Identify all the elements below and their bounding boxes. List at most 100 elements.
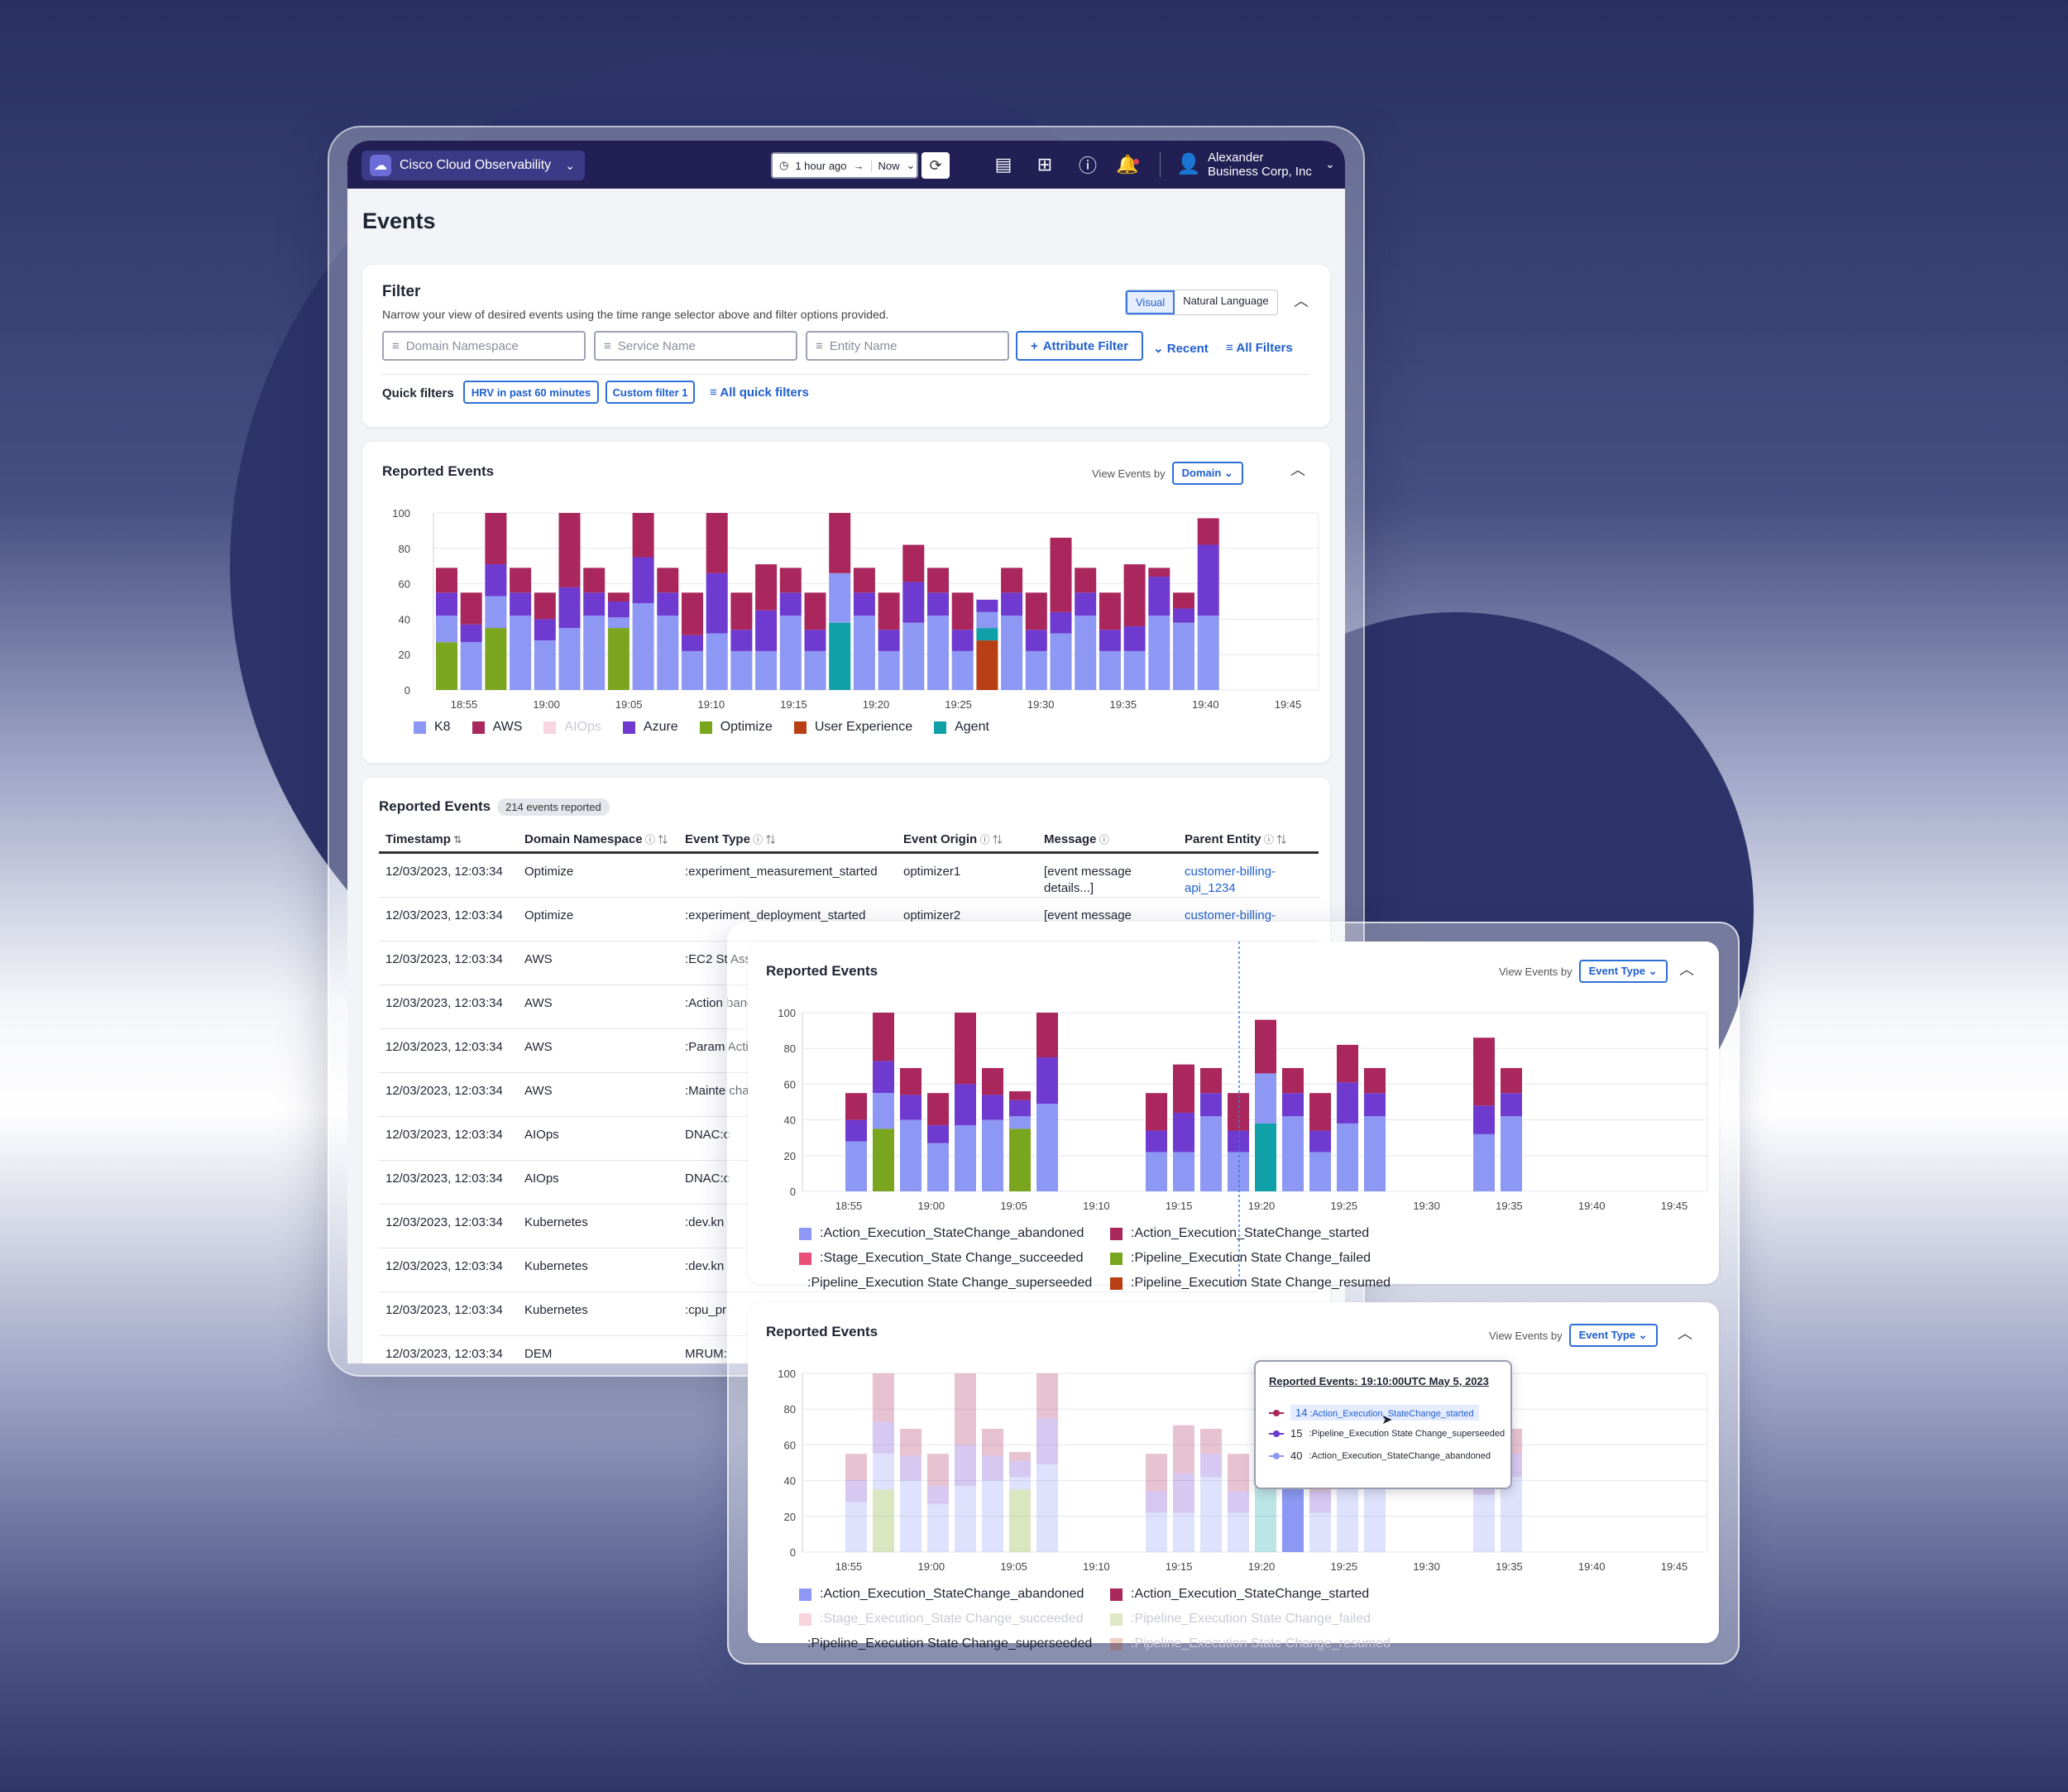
bar-segment[interactable] (804, 650, 826, 690)
bar-segment[interactable] (1123, 564, 1146, 626)
bar-segment[interactable] (1009, 1128, 1031, 1191)
bar-segment[interactable] (460, 624, 482, 643)
bar-segment[interactable] (1200, 1116, 1222, 1191)
bar-segment[interactable] (853, 568, 875, 593)
bar-segment[interactable] (1173, 622, 1194, 690)
bar-segment[interactable] (982, 1067, 1003, 1095)
bar-segment[interactable] (927, 1143, 949, 1191)
bar-segment[interactable] (955, 1084, 976, 1126)
legend-item[interactable]: User Experience (793, 720, 912, 735)
bar-segment[interactable] (982, 1480, 1003, 1552)
bar-segment[interactable] (976, 640, 998, 690)
bar-segment[interactable] (1200, 1093, 1222, 1117)
bar-segment[interactable] (955, 1013, 976, 1085)
bar-segment[interactable] (1228, 1454, 1249, 1492)
bar-segment[interactable] (1173, 1064, 1194, 1113)
bar-segment[interactable] (1228, 1130, 1249, 1152)
bar-segment[interactable] (1309, 1512, 1331, 1552)
bar-segment[interactable] (534, 640, 556, 690)
bar-segment[interactable] (682, 650, 703, 690)
bar-segment[interactable] (436, 592, 457, 616)
column-header[interactable]: Domain Namespace ⓘ ⇅ (518, 827, 678, 854)
legend-item[interactable]: :Action_Execution_StateChange_abandoned (799, 1587, 1089, 1602)
bar-segment[interactable] (927, 1503, 949, 1552)
bar-segment[interactable] (1001, 568, 1023, 593)
bar-segment[interactable] (485, 564, 507, 597)
column-header[interactable]: Parent Entity ⓘ ⇅ (1178, 827, 1319, 854)
bar-segment[interactable] (583, 568, 606, 593)
bar-segment[interactable] (873, 1489, 894, 1552)
legend-item[interactable]: :Action_Execution_StateChange_abandoned (799, 1226, 1089, 1241)
bar-segment[interactable] (1173, 1152, 1194, 1191)
bar-segment[interactable] (1200, 1067, 1222, 1094)
bar-segment[interactable] (1025, 630, 1047, 651)
bar-segment[interactable] (1009, 1452, 1031, 1461)
bar-segment[interactable] (607, 628, 629, 690)
bar-segment[interactable] (927, 616, 949, 690)
bar-segment[interactable] (1148, 577, 1170, 616)
bar-segment[interactable] (1001, 616, 1023, 690)
bar-segment[interactable] (853, 592, 875, 616)
bar-segment[interactable] (873, 1373, 894, 1422)
bar-segment[interactable] (583, 616, 606, 690)
bar-segment[interactable] (1099, 630, 1121, 651)
bar-segment[interactable] (1009, 1100, 1031, 1117)
bar-segment[interactable] (1197, 544, 1219, 616)
bar-segment[interactable] (1146, 1093, 1167, 1131)
collapse-icon[interactable]: ︿ (1294, 293, 1309, 309)
bar-segment[interactable] (845, 1480, 867, 1502)
bar-segment[interactable] (873, 1454, 894, 1490)
bar-segment[interactable] (804, 592, 826, 630)
bar-segment[interactable] (1364, 1477, 1386, 1552)
bar-segment[interactable] (900, 1119, 922, 1191)
recent-button[interactable]: ⌄ Recent (1153, 342, 1209, 356)
bar-segment[interactable] (436, 642, 457, 690)
bar-segment[interactable] (1036, 1013, 1058, 1057)
bar-segment[interactable] (845, 1502, 867, 1552)
bar-segment[interactable] (1146, 1130, 1167, 1152)
bar-segment[interactable] (1050, 537, 1072, 612)
collapse-icon[interactable]: ︿ (1678, 1325, 1692, 1342)
user-menu[interactable]: Alexander Business Corp, Inc (1208, 151, 1312, 179)
bar-segment[interactable] (1309, 1152, 1331, 1191)
bar-segment[interactable] (955, 1373, 976, 1445)
bar-segment[interactable] (853, 616, 875, 690)
bar-segment[interactable] (779, 616, 802, 690)
bar-segment[interactable] (951, 630, 974, 651)
bar-segment[interactable] (1364, 1067, 1386, 1094)
bar-segment[interactable] (706, 513, 728, 573)
bar-segment[interactable] (1309, 1093, 1331, 1131)
bar-segment[interactable] (682, 635, 703, 651)
bar-segment[interactable] (1025, 650, 1047, 690)
bar-segment[interactable] (1282, 1067, 1304, 1094)
bar-segment[interactable] (1036, 1418, 1058, 1465)
bar-segment[interactable] (607, 617, 629, 629)
mode-natural-language[interactable]: Natural Language (1183, 295, 1269, 307)
bar-segment[interactable] (755, 650, 778, 690)
bar-segment[interactable] (1036, 1464, 1058, 1552)
column-header[interactable]: Message ⓘ (1037, 827, 1178, 854)
bar-segment[interactable] (902, 544, 925, 582)
bar-segment[interactable] (976, 599, 998, 612)
bar-segment[interactable] (873, 1093, 894, 1129)
bar-segment[interactable] (730, 592, 753, 630)
bar-segment[interactable] (558, 587, 581, 629)
all-quick-filters-link[interactable]: ≡ All quick filters (710, 386, 809, 400)
legend-item[interactable]: :Pipeline_Execution State Change_failed (1110, 1251, 1400, 1266)
bar-segment[interactable] (1025, 592, 1047, 630)
bar-segment[interactable] (1036, 1057, 1058, 1104)
bar-segment[interactable] (755, 564, 778, 611)
bar-segment[interactable] (1050, 633, 1072, 690)
bar-segment[interactable] (982, 1428, 1003, 1456)
column-header[interactable]: Event Origin ⓘ ⇅ (897, 827, 1037, 854)
bar-segment[interactable] (657, 592, 679, 616)
column-header[interactable]: Event Type ⓘ ⇅ (678, 827, 897, 854)
quick-filter-hrv[interactable]: HRV in past 60 minutes (463, 381, 599, 404)
legend-item[interactable]: :Stage_Execution_State Change_succeeded (799, 1251, 1089, 1266)
bar-segment[interactable] (1501, 1477, 1522, 1552)
bar-segment[interactable] (1228, 1152, 1249, 1191)
bar-segment[interactable] (902, 622, 925, 690)
bar-segment[interactable] (460, 592, 482, 625)
bar-segment[interactable] (1473, 1105, 1495, 1134)
bar-segment[interactable] (829, 513, 851, 573)
